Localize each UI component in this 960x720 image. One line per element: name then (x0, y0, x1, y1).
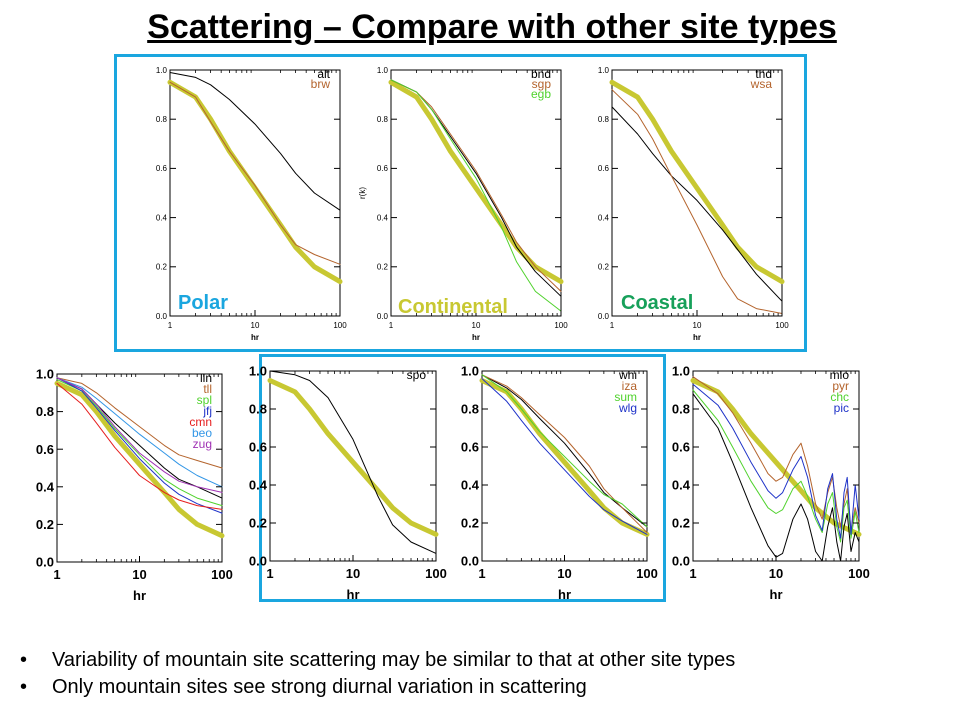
x-tick-label: 10 (132, 567, 146, 582)
y-tick-label: 1.0 (36, 367, 54, 382)
y-tick-label: 0.8 (36, 404, 54, 419)
x-tick-label: 100 (848, 566, 870, 581)
legend-entry-tll: tll (203, 382, 212, 396)
series-line-jfj (56, 377, 223, 514)
series-line-pyr (692, 376, 860, 532)
bullet-item: Only mountain sites see strong diurnal v… (18, 674, 735, 701)
x-tick-label: 1 (53, 567, 60, 582)
y-tick-label: 0.4 (672, 478, 691, 493)
series-line-mlo (692, 393, 860, 562)
y-tick-label: 1.0 (672, 364, 690, 379)
y-tick-label: 0.2 (672, 516, 690, 531)
x-axis-label: hr (133, 588, 146, 603)
polar-group-label: Polar (178, 292, 229, 314)
series-line-pic (692, 383, 860, 539)
series-line-zug (56, 377, 223, 493)
legend-entry-chc: chc (830, 390, 849, 404)
legend-entry-mlo: mlo (830, 368, 850, 382)
y-tick-label: 0.6 (672, 440, 690, 455)
y-tick-label: 0.4 (36, 479, 55, 494)
legend-entry-beo: beo (192, 426, 212, 440)
series-line-beo (56, 377, 223, 488)
legend-entry-lln: lln (200, 371, 212, 385)
highlight-box-top (114, 54, 807, 352)
legend-entry-jfj: jfj (202, 404, 212, 418)
legend-entry-pyr: pyr (832, 379, 849, 393)
series-line-chc (692, 389, 860, 543)
series-line-tll (56, 377, 223, 469)
legend-entry-pic: pic (834, 401, 849, 415)
y-tick-label: 0.2 (36, 517, 54, 532)
reference-curve (54, 380, 225, 539)
bullet-list: Variability of mountain site scattering … (18, 647, 735, 701)
x-tick-label: 10 (769, 566, 783, 581)
series-line-cmn (56, 382, 223, 510)
coastal-group-label: Coastal (621, 292, 694, 314)
legend-entry-zug: zug (193, 437, 212, 451)
x-tick-label: 100 (211, 567, 233, 582)
plot-frame (56, 373, 223, 563)
legend-entry-cmn: cmn (189, 415, 212, 429)
bullet-item: Variability of mountain site scattering … (18, 647, 735, 674)
series-line-lln (56, 377, 223, 499)
y-tick-label: 0.0 (672, 554, 690, 569)
y-tick-label: 0.0 (36, 555, 54, 570)
y-tick-label: 0.8 (672, 402, 690, 417)
reference-curve (690, 378, 862, 537)
slide-title: Scattering – Compare with other site typ… (147, 8, 837, 46)
plot-frame (692, 370, 860, 562)
x-tick-label: 1 (689, 566, 696, 581)
continental-group-label: Continental (398, 296, 508, 318)
y-tick-label: 0.6 (36, 442, 54, 457)
legend-entry-spl: spl (197, 393, 212, 407)
series-line-spl (56, 379, 223, 507)
x-axis-label: hr (770, 587, 783, 602)
highlight-box-bottom (259, 354, 666, 602)
